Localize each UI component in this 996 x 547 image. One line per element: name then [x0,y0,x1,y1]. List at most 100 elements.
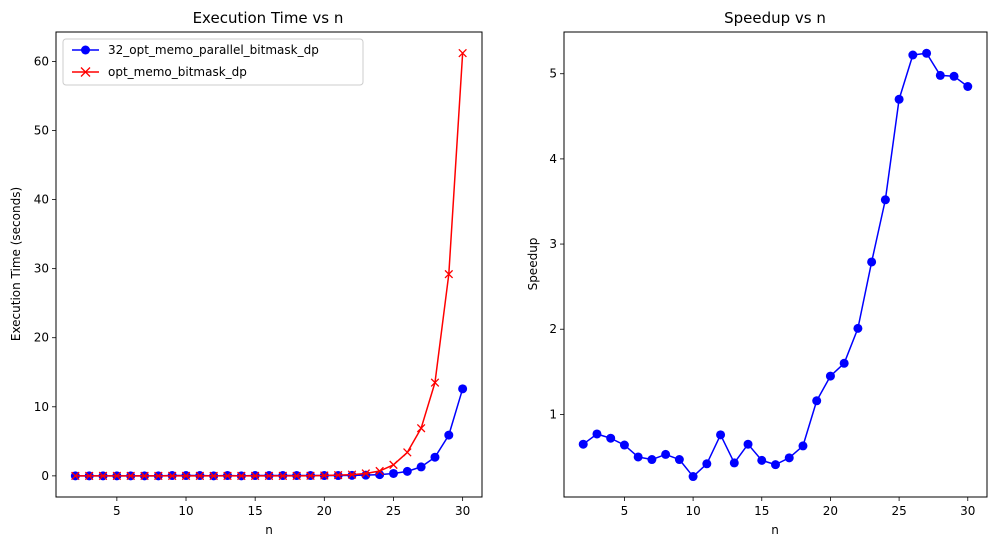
y-tick-label: 0 [41,469,49,483]
data-point [880,195,890,205]
data-point [716,430,726,440]
data-point [209,471,218,481]
data-point [688,472,698,482]
data-point [388,468,398,478]
data-point [458,48,467,58]
x-tick-label: 25 [386,504,401,518]
y-tick-label: 60 [34,54,49,68]
chart-title: Execution Time vs n [193,9,344,27]
series-line [75,388,464,477]
data-point [853,323,863,333]
data-point [922,48,932,58]
data-point [416,423,426,433]
data-point [154,471,163,481]
data-point [661,449,671,459]
data-point [84,471,94,481]
x-axis-label: n [265,523,273,537]
chart-title: Speedup vs n [724,9,826,27]
y-tick-label: 30 [34,262,49,276]
data-point [784,453,794,463]
data-point [430,452,440,462]
data-point [112,471,122,481]
data-point [333,470,343,480]
legend-box [62,38,364,86]
series-line [582,52,969,478]
x-tick-label: 20 [317,504,332,518]
data-point [264,471,274,481]
data-point [458,384,468,394]
data-point [278,471,288,481]
data-point [416,462,426,472]
data-point [375,466,384,476]
y-tick-label: 1 [549,407,557,421]
data-point [908,50,918,60]
data-point [592,429,602,439]
y-tick-label: 4 [549,152,557,166]
data-point [140,471,149,481]
data-point [812,396,822,406]
x-tick-label: 15 [754,504,769,518]
data-point [619,440,629,450]
data-point [647,455,657,465]
legend-marker-parallel [81,45,90,55]
data-point [181,471,191,481]
x-tick-label: 5 [621,504,629,518]
data-point [167,471,177,481]
data-point [237,471,246,481]
data-point [674,455,684,465]
x-tick-label: 30 [455,504,470,518]
data-point [825,371,835,381]
speedup-chart: Speedup vs n 5 10 15 20 25 30 1 2 3 4 5 n Speedup [526,9,988,537]
data-point [729,458,739,468]
legend-label-serial: opt_memo_bitmask_dp [108,65,247,79]
data-point [702,459,712,469]
data-point [361,470,371,480]
data-point [757,455,767,465]
data-point [361,469,371,478]
data-point [250,471,260,481]
data-point [347,470,357,479]
data-point [444,269,454,279]
data-point [606,433,616,443]
data-point [798,441,808,451]
data-point [195,471,205,481]
data-point [389,460,398,470]
y-tick-label: 40 [34,193,49,207]
data-point [771,460,780,470]
x-tick-label: 15 [248,504,263,518]
y-axis-label: Speedup [526,238,540,291]
data-point [963,82,973,92]
plot-frame [563,31,988,498]
data-point [402,466,412,476]
data-point [71,471,80,481]
data-point [743,439,753,449]
data-point [126,471,135,481]
plot-frame [55,31,483,498]
data-point [949,71,959,81]
x-axis-label: n [771,523,779,537]
legend-marker-serial [80,67,91,77]
data-point [320,471,329,480]
data-point [223,471,232,481]
legend: 32_opt_memo_parallel_bitmask_dp opt_memo… [62,38,364,86]
data-point [935,70,945,80]
x-tick-label: 5 [113,504,121,518]
data-point [403,448,412,457]
y-tick-label: 10 [34,400,49,414]
data-point [444,430,454,440]
data-point [867,257,877,267]
x-tick-label: 25 [891,504,906,518]
data-point [633,452,643,462]
y-tick-label: 3 [549,237,557,251]
x-tick-label: 10 [685,504,700,518]
data-point [292,471,301,481]
y-tick-label: 20 [34,331,49,345]
y-tick-label: 5 [549,67,557,81]
x-tick-label: 10 [178,504,193,518]
data-point [894,94,904,104]
legend-label-parallel: 32_opt_memo_parallel_bitmask_dp [108,43,319,57]
data-point [430,378,440,387]
data-point [306,471,315,480]
execution-time-chart: Execution Time vs n 5 10 15 20 25 30 0 10 20 30 40… [9,9,483,537]
